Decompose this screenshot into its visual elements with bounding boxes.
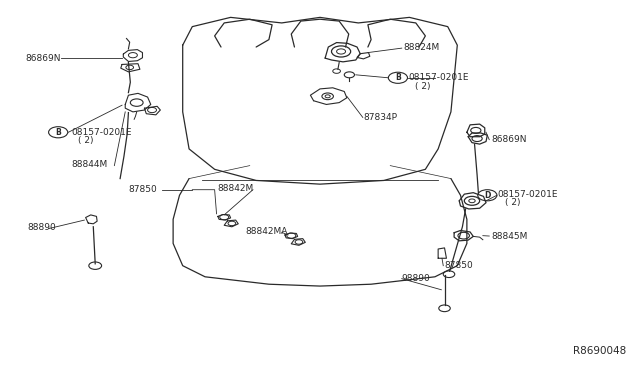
Text: ( 2): ( 2) (415, 82, 431, 91)
Text: 88844M: 88844M (71, 160, 107, 169)
Text: 08157-0201E: 08157-0201E (408, 73, 468, 82)
Text: 88845M: 88845M (491, 231, 527, 241)
Text: 88824M: 88824M (403, 42, 439, 51)
Text: 86869N: 86869N (26, 54, 61, 62)
Text: 88890: 88890 (28, 223, 56, 232)
Text: 88842M: 88842M (218, 185, 254, 193)
Text: B: B (55, 128, 61, 137)
Text: 86869N: 86869N (491, 135, 527, 144)
Text: 88842MA: 88842MA (245, 227, 287, 236)
Text: R8690048: R8690048 (573, 346, 627, 356)
Text: D: D (484, 191, 490, 200)
Text: ( 2): ( 2) (78, 136, 93, 145)
Text: ( 2): ( 2) (504, 198, 520, 207)
Text: 98890: 98890 (402, 274, 431, 283)
Text: B: B (395, 73, 401, 82)
Text: 08157-0201E: 08157-0201E (497, 190, 558, 199)
Text: 87834P: 87834P (364, 113, 397, 122)
Text: 87850: 87850 (445, 261, 473, 270)
Text: 87850: 87850 (129, 185, 157, 194)
Text: 08157-0201E: 08157-0201E (71, 128, 131, 137)
